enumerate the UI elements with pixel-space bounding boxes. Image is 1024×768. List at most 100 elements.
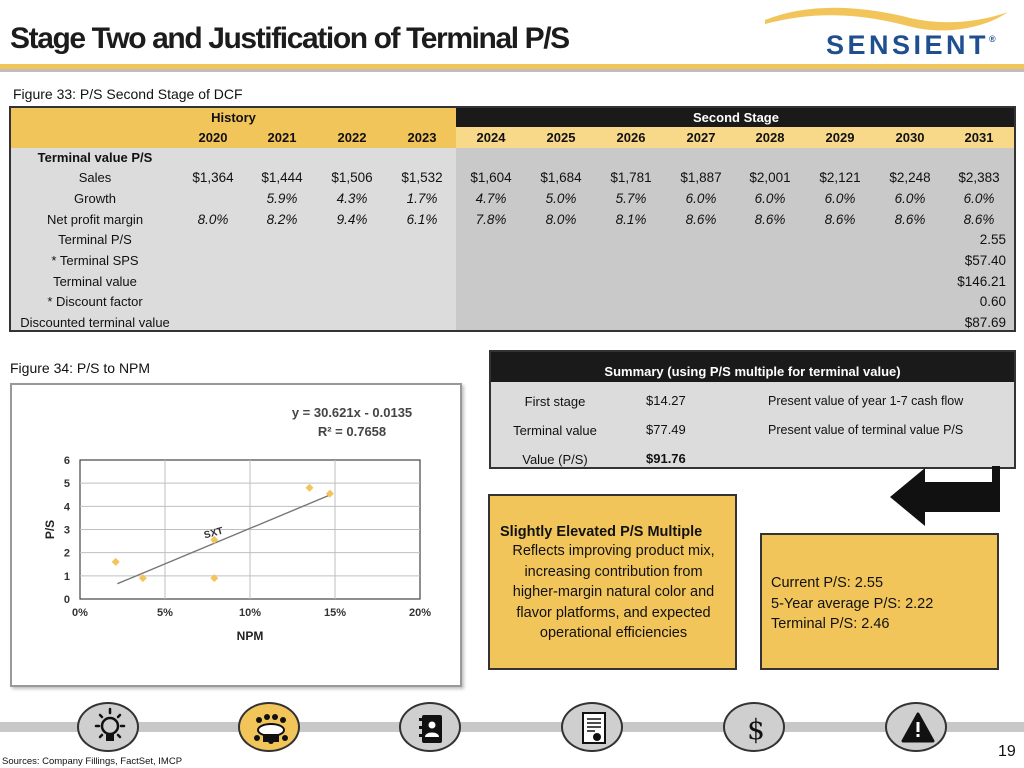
sales-cell-2020: $1,364 — [192, 170, 234, 185]
year-header-2030: 2030 — [895, 130, 925, 145]
npm-cell-2029: 8.6% — [824, 212, 856, 227]
growth-cell-2023: 1.7% — [406, 191, 438, 206]
growth-cell-2028: 6.0% — [754, 191, 786, 206]
page-number: 19 — [998, 743, 1016, 760]
row-label-discount-factor: * Discount factor — [47, 294, 143, 309]
y-tick-label: 2 — [64, 548, 70, 560]
nav-document-seal[interactable] — [561, 702, 623, 752]
npm-cell-2022: 9.4% — [336, 212, 368, 227]
year-header-2021: 2021 — [267, 130, 297, 145]
growth-cell-2031: 6.0% — [963, 191, 995, 206]
growth-cell-2022: 4.3% — [336, 191, 368, 206]
page-title: Stage Two and Justification of Terminal … — [10, 22, 570, 55]
npm-cell-2021: 8.2% — [266, 212, 298, 227]
year-header-2027: 2027 — [686, 130, 716, 145]
header-rule-gold — [0, 64, 1024, 69]
sales-cell-2023: $1,532 — [401, 170, 443, 185]
y-tick-label: 4 — [64, 501, 71, 513]
scatter-point-5 — [325, 489, 334, 498]
year-header-2031: 2031 — [964, 130, 994, 145]
npm-cell-2028: 8.6% — [754, 212, 786, 227]
svg-text:$: $ — [747, 713, 765, 746]
header-rule-gray — [0, 69, 1024, 72]
discount-factor-value: 0.60 — [979, 294, 1006, 309]
nav-warning[interactable] — [885, 702, 947, 752]
second-stage-header: Second Stage — [456, 108, 1014, 127]
sensient-logo-text: SENSIENT® — [826, 30, 996, 60]
sales-cell-2030: $2,248 — [889, 170, 931, 185]
summary-label-terminal-value: Terminal value — [513, 423, 597, 438]
year-header-2029: 2029 — [825, 130, 855, 145]
terminal-ps: Terminal P/S: 2.46 — [771, 616, 890, 632]
row-label-sales: Sales — [78, 170, 112, 185]
growth-cell-2029: 6.0% — [824, 191, 856, 206]
nav-contact-book[interactable] — [399, 702, 461, 752]
year-header-2025: 2025 — [546, 130, 576, 145]
sales-cell-2026: $1,781 — [610, 170, 652, 185]
trendline-equation: y = 30.621x - 0.0135 — [292, 405, 412, 420]
growth-cell-2026: 5.7% — [615, 191, 647, 206]
sales-cell-2025: $1,684 — [540, 170, 582, 185]
scatter-point-2 — [210, 574, 219, 583]
scatter-point-1 — [138, 574, 147, 583]
summary-desc-terminal-value: Present value of terminal value P/S — [768, 423, 964, 437]
growth-cell-2024: 4.7% — [475, 191, 507, 206]
history-years-band — [11, 127, 456, 148]
row-label-terminal-sps: * Terminal SPS — [51, 253, 139, 268]
sales-cell-2024: $1,604 — [470, 170, 512, 185]
growth-cell-2027: 6.0% — [685, 191, 717, 206]
five-year-average-ps: 5-Year average P/S: 2.22 — [771, 595, 934, 612]
scatter-point-4 — [305, 483, 314, 492]
sales-cell-2027: $1,887 — [680, 170, 722, 185]
npm-cell-2031: 8.6% — [963, 212, 995, 227]
discounted-tv-value: $87.69 — [964, 315, 1006, 330]
summary-desc-first-stage: Present value of year 1-7 cash flow — [768, 394, 964, 408]
summary-value-terminal-value: $77.49 — [646, 422, 686, 437]
year-header-2022: 2022 — [337, 130, 367, 145]
summary-panel: Summary (using P/S multiple for terminal… — [489, 350, 1016, 469]
year-header-2028: 2028 — [755, 130, 785, 145]
history-header: History — [11, 108, 456, 127]
scatter-point-3 — [210, 535, 219, 544]
scatter-point-0 — [111, 557, 120, 566]
row-label-npm: Net profit margin — [46, 212, 144, 227]
npm-cell-2027: 8.6% — [685, 212, 717, 227]
summary-label-value-ps: Value (P/S) — [522, 452, 588, 467]
x-tick-label: 0% — [72, 607, 88, 619]
y-axis-label: P/S — [43, 520, 57, 539]
row-label-terminal-value-ps: Terminal value P/S — [37, 150, 153, 165]
sales-cell-2028: $2,001 — [749, 170, 791, 185]
row-label-growth: Growth — [74, 191, 116, 206]
sales-cell-2031: $2,383 — [958, 170, 1000, 185]
row-label-terminal-ps: Terminal P/S — [58, 232, 132, 247]
y-tick-label: 1 — [64, 571, 70, 583]
sources-footnote: Sources: Company Fillings, FactSet, IMCP — [2, 756, 183, 767]
elevated-ps-callout: Slightly Elevated P/S Multiple Reflects … — [488, 494, 737, 670]
year-header-2023: 2023 — [407, 130, 437, 145]
summary-header: Summary (using P/S multiple for terminal… — [491, 352, 1014, 382]
nav-team-meeting[interactable] — [238, 702, 300, 752]
nav-lightbulb[interactable] — [77, 702, 139, 752]
npm-cell-2030: 8.6% — [894, 212, 926, 227]
summary-label-first-stage: First stage — [524, 394, 586, 409]
team-meeting-icon — [254, 714, 288, 744]
y-tick-label: 5 — [64, 478, 70, 490]
growth-cell-2030: 6.0% — [894, 191, 926, 206]
year-header-2024: 2024 — [476, 130, 506, 145]
warning-icon — [901, 712, 935, 743]
terminal-ps-value: 2.55 — [979, 232, 1006, 247]
contact-book-icon — [419, 715, 442, 743]
y-tick-label: 3 — [64, 525, 70, 537]
figure33-caption: Figure 33: P/S Second Stage of DCF — [13, 86, 243, 102]
figure34-caption: Figure 34: P/S to NPM — [10, 360, 151, 376]
ps-npm-chart-panel: 0 1 2 3 4 5 6 0% 5% 10% 15% 20% NPM P/S SXT y = 30.621x… — [10, 383, 462, 687]
y-tick-label: 0 — [64, 594, 70, 606]
sensient-swoosh-logo — [765, 7, 1008, 31]
sales-cell-2029: $2,121 — [819, 170, 861, 185]
point-label-sxt: SXT — [203, 526, 225, 542]
dcf-second-stage-table: History Second Stage 2020 2021 2022 2023 202… — [9, 106, 1016, 332]
growth-cell-2021: 5.9% — [266, 191, 298, 206]
y-tick-label: 6 — [64, 455, 70, 467]
nav-dollar[interactable]: $ — [723, 702, 785, 752]
x-tick-label: 5% — [157, 607, 173, 619]
